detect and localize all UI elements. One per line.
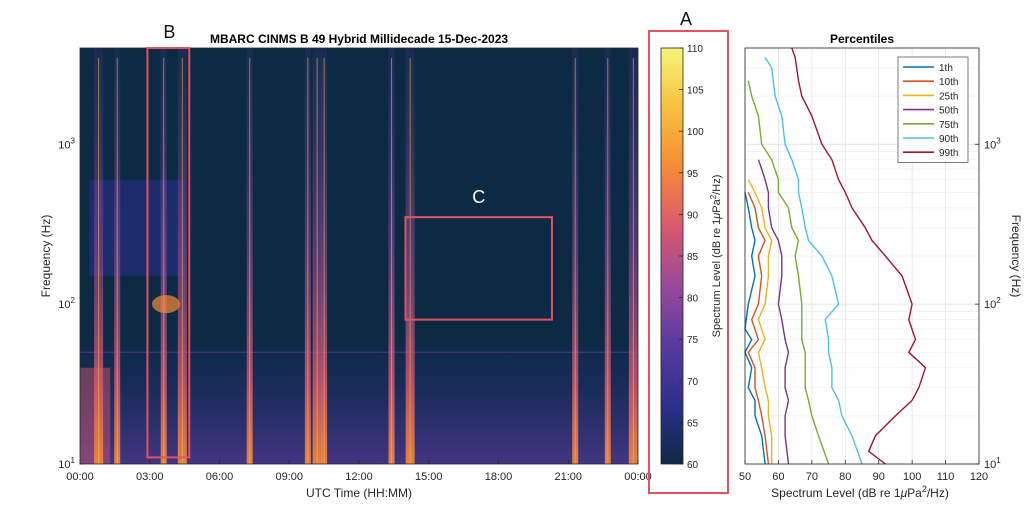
x-tick-label: 12:00 [345, 471, 373, 483]
region-label: B [163, 22, 175, 42]
x-tick-label: 110 [937, 471, 955, 483]
percentile-line-75th [747, 80, 830, 465]
colorbar-tick-label: 85 [687, 252, 699, 263]
spectrogram-panel: MBARC CINMS B 49 Hybrid Millidecade 15-D… [39, 22, 652, 500]
x-tick-label: 03:00 [136, 471, 164, 483]
x-tick-label: 120 [970, 471, 988, 483]
region-label: C [472, 187, 485, 207]
legend-entry: 90th [939, 134, 958, 145]
legend-entry: 75th [939, 120, 958, 131]
spectrogram-y-ticks: 101 102 103 [58, 136, 84, 471]
percentile-frame [744, 47, 980, 465]
legend-entry: 50th [939, 106, 958, 117]
spectrogram-x-label: UTC Time (HH:MM) [306, 486, 412, 500]
spectrogram-title: MBARC CINMS B 49 Hybrid Millidecade 15-D… [210, 32, 508, 46]
percentile-line-10th [747, 192, 770, 465]
x-tick-label: 00:00 [66, 471, 94, 483]
spectrogram-regions: BC [146, 22, 553, 459]
percentile-line-1th [744, 192, 766, 465]
colorbar-tick-label: 70 [687, 377, 699, 388]
colorbar-tick-label: 110 [687, 44, 703, 55]
x-tick-label: 06:00 [206, 471, 234, 483]
x-tick-label: 15:00 [415, 471, 443, 483]
x-tick-label: 100 [903, 471, 921, 483]
legend-entry: 25th [939, 91, 958, 102]
colorbar-tick-label: 60 [687, 460, 699, 471]
x-tick-label: 00:00 [624, 471, 652, 483]
colorbar-tick-label: 65 [687, 418, 699, 429]
colorbar-tick-label: 80 [687, 294, 699, 305]
colorbar-label: Spectrum Level (dB re 1μPa2/Hz) [709, 175, 723, 338]
legend-entry: 99th [939, 148, 958, 159]
percentile-line-99th [791, 47, 927, 465]
percentile-y-label: Frequency (Hz) [1009, 215, 1023, 298]
y-tick-label: 103 [58, 136, 75, 151]
y-tick-label: 103 [984, 136, 1001, 151]
percentile-line-90th [764, 56, 863, 465]
percentile-y-ticks: 101 102 103 [975, 136, 1001, 471]
spectrogram-x-ticks: 00:00 03:00 06:00 09:00 12:00 15:00 18:00 21:00… [66, 460, 652, 483]
legend-entry: 10th [939, 77, 958, 88]
y-tick-label: 102 [58, 296, 75, 311]
percentile-x-ticks: 50 60 70 80 90 100 110 120 [739, 460, 988, 483]
colorbar-region-label: A [680, 9, 692, 29]
noise-floor [80, 339, 638, 464]
region-box [146, 47, 191, 459]
x-tick-label: 18:00 [485, 471, 513, 483]
percentile-x-label: Spectrum Level (dB re 1μPa2/Hz) [771, 484, 949, 500]
legend-entry: 1th [939, 63, 953, 74]
region-box [404, 216, 553, 321]
colorbar-tick-label: 100 [687, 127, 704, 138]
percentile-line-50th [757, 159, 790, 465]
percentile-panel: Percentiles 50 60 70 80 90 100 110 120 10110210… [739, 32, 1023, 500]
x-tick-label: 70 [806, 471, 818, 483]
percentile-lines [744, 47, 927, 465]
percentile-legend: 1th 10th 25th 50th 75th 90th 99th [897, 56, 969, 163]
colorbar-ticks: 60 65 70 75 80 85 90 95 100 105 110 [679, 44, 704, 471]
colorbar-tick-label: 95 [687, 169, 699, 180]
colorbar-tick-label: 75 [687, 335, 699, 346]
colorbar-region-box [648, 30, 729, 494]
y-tick-label: 102 [984, 296, 1001, 311]
x-tick-label: 09:00 [275, 471, 303, 483]
percentile-title: Percentiles [830, 32, 894, 46]
percentile-line-25th [747, 179, 773, 464]
spectrogram-y-label: Frequency (Hz) [39, 215, 53, 298]
x-tick-label: 90 [873, 471, 885, 483]
x-tick-label: 80 [839, 471, 851, 483]
x-tick-label: 21:00 [554, 471, 582, 483]
y-tick-label: 101 [58, 456, 75, 471]
broadband-patch [89, 179, 185, 276]
y-tick-label: 101 [984, 456, 1001, 471]
x-tick-label: 60 [772, 471, 784, 483]
spectrogram-image [80, 48, 638, 464]
colorbar-panel: A 60 65 70 75 80 85 90 95 100 105 110 Spectrum Lev… [648, 9, 729, 494]
colorbar-tick-label: 90 [687, 210, 699, 221]
x-tick-label: 50 [739, 471, 751, 483]
hot-spot [152, 295, 181, 314]
colorbar-tick-label: 105 [687, 86, 704, 97]
